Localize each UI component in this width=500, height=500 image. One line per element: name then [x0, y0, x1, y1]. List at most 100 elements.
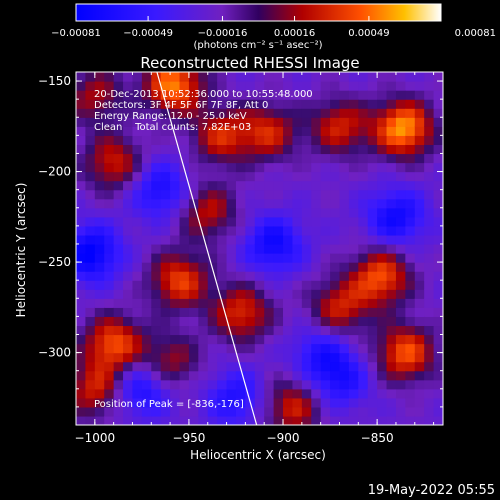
heatmap-cell	[358, 253, 369, 263]
heatmap-cell	[395, 117, 406, 127]
heatmap-cell	[348, 325, 359, 336]
heatmap-cell	[377, 370, 388, 381]
heatmap-cell	[283, 253, 294, 263]
heatmap-cell	[94, 198, 105, 209]
heatmap-cell	[283, 316, 294, 327]
heatmap-cell	[330, 144, 341, 155]
heatmap-cell	[367, 135, 378, 146]
heatmap-cell	[132, 225, 143, 236]
heatmap-cell	[320, 153, 331, 164]
heatmap-cell	[320, 117, 331, 127]
heatmap-cell	[264, 216, 275, 227]
heatmap-cell	[405, 343, 416, 354]
heatmap-cell	[264, 243, 275, 254]
heatmap-cell	[405, 361, 416, 372]
heatmap-cell	[367, 180, 378, 191]
chart-title: Reconstructed RHESSI Image	[140, 54, 359, 72]
heatmap-cell	[85, 99, 96, 109]
x-tick-label: −900	[267, 431, 300, 445]
heatmap-cell	[386, 153, 397, 164]
heatmap-cell	[273, 343, 284, 354]
heatmap-cell	[141, 234, 152, 245]
heatmap-cell	[405, 153, 416, 164]
heatmap-cell	[104, 388, 115, 399]
heatmap-cell	[94, 117, 105, 127]
heatmap-cell	[94, 379, 105, 390]
heatmap-cell	[160, 361, 171, 372]
heatmap-cell	[358, 379, 369, 390]
heatmap-cell	[113, 289, 124, 299]
heatmap-cell	[160, 397, 171, 408]
heatmap-cell	[273, 189, 284, 200]
heatmap-cell	[395, 406, 406, 417]
heatmap-cell	[245, 216, 256, 227]
heatmap-cell	[414, 361, 425, 372]
heatmap-cell	[94, 307, 105, 317]
heatmap-cell	[85, 144, 96, 155]
heatmap-cell	[395, 289, 406, 299]
heatmap-cell	[160, 370, 171, 381]
heatmap-cell	[179, 271, 190, 281]
heatmap-cell	[217, 81, 228, 91]
heatmap-cell	[226, 262, 237, 272]
heatmap-cell	[160, 207, 171, 218]
heatmap-cell	[160, 90, 171, 100]
heatmap-cell	[132, 370, 143, 381]
heatmap-cell	[358, 370, 369, 381]
heatmap-cell	[377, 334, 388, 345]
heatmap-cell	[395, 325, 406, 336]
heatmap-cell	[301, 307, 312, 317]
heatmap-cell	[283, 225, 294, 236]
heatmap-cell	[395, 316, 406, 327]
heatmap-cell	[198, 207, 209, 218]
heatmap-cell	[320, 415, 331, 425]
heatmap-cell	[386, 262, 397, 272]
y-tick-label: −200	[38, 165, 71, 179]
heatmap-cell	[170, 289, 181, 299]
heatmap-cell	[170, 207, 181, 218]
heatmap-cell	[198, 406, 209, 417]
heatmap-cell	[283, 307, 294, 317]
heatmap-cell	[245, 162, 256, 173]
heatmap-cell	[94, 216, 105, 227]
heatmap-cell	[85, 415, 96, 425]
heatmap-cell	[367, 280, 378, 290]
heatmap-cell	[292, 307, 303, 317]
heatmap-cell	[141, 343, 152, 354]
heatmap-cell	[170, 262, 181, 272]
heatmap-cell	[367, 189, 378, 200]
heatmap-cell	[367, 225, 378, 236]
heatmap-cell	[414, 198, 425, 209]
heatmap-cell	[424, 171, 435, 182]
heatmap-cell	[433, 117, 443, 127]
heatmap-cell	[254, 72, 265, 82]
heatmap-cell	[235, 379, 246, 390]
heatmap-cell	[348, 316, 359, 327]
heatmap-cell	[301, 289, 312, 299]
heatmap-cell	[188, 162, 199, 173]
heatmap-cell	[386, 406, 397, 417]
heatmap-cell	[405, 135, 416, 146]
heatmap-cell	[264, 180, 275, 191]
heatmap-cell	[405, 198, 416, 209]
heatmap-cell	[433, 243, 443, 254]
heatmap-cell	[301, 117, 312, 127]
heatmap-cell	[151, 90, 162, 100]
heatmap-cell	[320, 189, 331, 200]
heatmap-cell	[198, 171, 209, 182]
heatmap-cell	[188, 72, 199, 82]
heatmap-cell	[424, 325, 435, 336]
heatmap-cell	[330, 135, 341, 146]
heatmap-cell	[283, 189, 294, 200]
heatmap-cell	[358, 72, 369, 82]
heatmap-cell	[226, 126, 237, 136]
heatmap-cell	[301, 198, 312, 209]
heatmap-cell	[377, 180, 388, 191]
heatmap-cell	[254, 126, 265, 136]
heatmap-cell	[217, 334, 228, 345]
heatmap-cell	[94, 189, 105, 200]
heatmap-cell	[188, 234, 199, 245]
heatmap-cell	[207, 135, 218, 146]
heatmap-cell	[283, 406, 294, 417]
heatmap-cell	[235, 198, 246, 209]
